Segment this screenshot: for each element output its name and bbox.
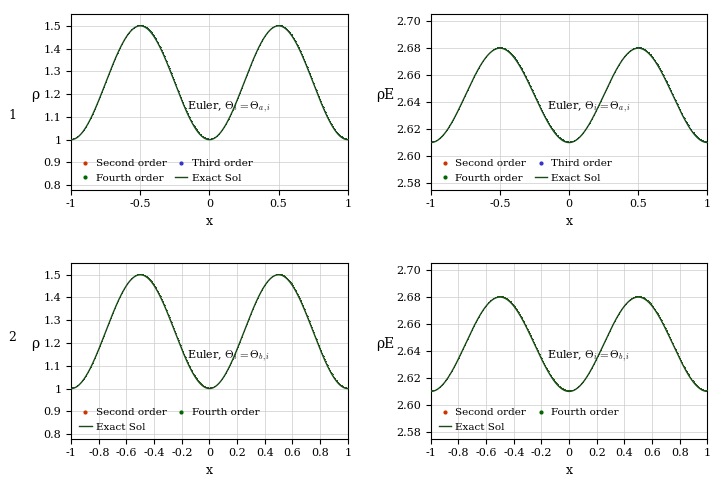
Y-axis label: ρE: ρE bbox=[376, 337, 394, 351]
Text: Euler, $\Theta_i = \Theta_{b,i}$: Euler, $\Theta_i = \Theta_{b,i}$ bbox=[187, 348, 270, 364]
X-axis label: x: x bbox=[566, 464, 572, 477]
Y-axis label: ρ: ρ bbox=[31, 337, 39, 351]
Legend: Second order, Exact Sol, Fourth order, : Second order, Exact Sol, Fourth order, bbox=[79, 408, 260, 432]
Legend: Second order, Fourth order, Third order, Exact Sol: Second order, Fourth order, Third order,… bbox=[79, 159, 252, 183]
Text: 1: 1 bbox=[9, 109, 16, 122]
Text: Euler, $\Theta_i = \Theta_{a,i}$: Euler, $\Theta_i = \Theta_{a,i}$ bbox=[187, 100, 271, 115]
Text: 2: 2 bbox=[9, 331, 16, 344]
X-axis label: x: x bbox=[206, 215, 213, 228]
Text: Euler, $\Theta_i = \Theta_{a,i}$: Euler, $\Theta_i = \Theta_{a,i}$ bbox=[547, 100, 631, 115]
Legend: Second order, Exact Sol, Fourth order, : Second order, Exact Sol, Fourth order, bbox=[439, 408, 619, 432]
X-axis label: x: x bbox=[566, 215, 572, 228]
X-axis label: x: x bbox=[206, 464, 213, 477]
Legend: Second order, Fourth order, Third order, Exact Sol: Second order, Fourth order, Third order,… bbox=[439, 159, 612, 183]
Y-axis label: ρ: ρ bbox=[31, 88, 39, 102]
Y-axis label: ρE: ρE bbox=[376, 88, 394, 102]
Text: Euler, $\Theta_i = \Theta_{b,i}$: Euler, $\Theta_i = \Theta_{b,i}$ bbox=[547, 348, 630, 364]
